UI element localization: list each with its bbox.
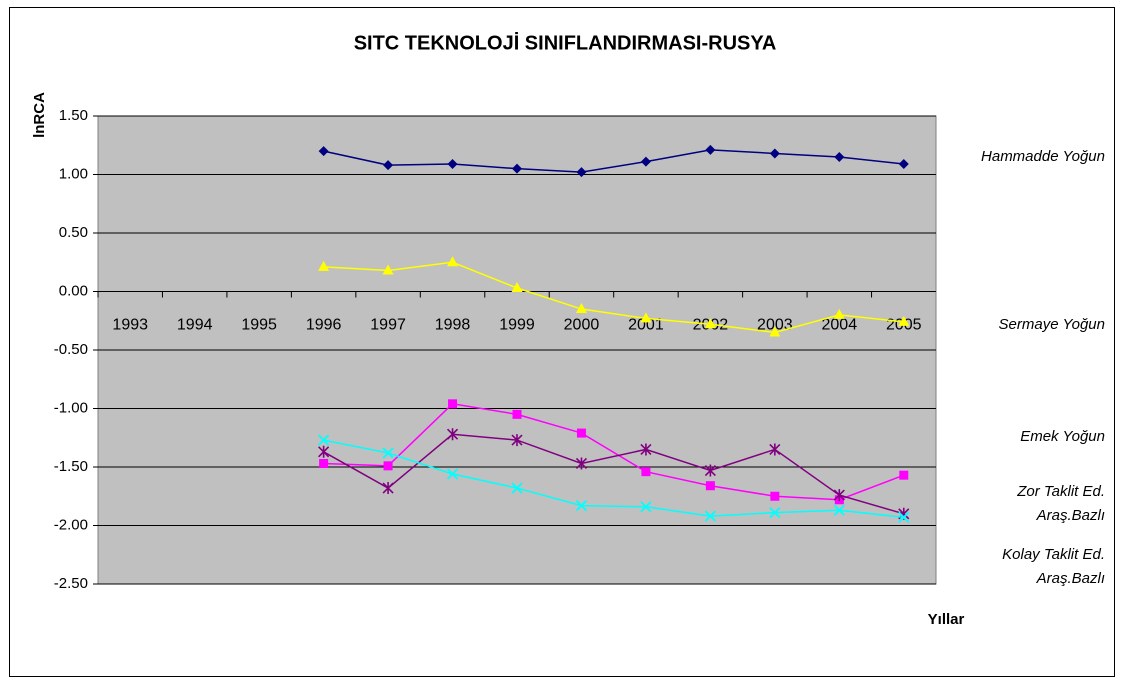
marker (318, 260, 330, 271)
series-label: Emek Yoğun (1020, 428, 1105, 445)
marker (447, 158, 458, 169)
marker (833, 489, 845, 502)
x-tick-label: 1999 (499, 317, 535, 334)
series-label: Hammadde Yoğun (981, 148, 1105, 165)
marker (898, 315, 910, 326)
series-line (323, 261, 904, 334)
series-label: Sermaye Yoğun (998, 316, 1105, 333)
marker (446, 428, 459, 441)
marker (640, 156, 651, 167)
marker (575, 457, 588, 470)
y-tick-label: 0.50 (59, 224, 88, 241)
marker (382, 447, 394, 459)
marker (769, 326, 781, 337)
marker (576, 167, 587, 178)
marker (641, 467, 651, 477)
marker (317, 434, 330, 446)
x-tick-label: 1997 (370, 317, 406, 334)
y-tick-label: 1.50 (59, 107, 88, 124)
series-label: Kolay Taklit Ed. Araş.Bazlı (1002, 546, 1105, 587)
marker (382, 482, 394, 495)
marker (575, 499, 588, 512)
x-tick-label: 1993 (112, 317, 148, 334)
marker (640, 312, 652, 323)
x-tick-label: 2004 (822, 317, 858, 334)
series-line (323, 439, 904, 519)
marker (575, 303, 587, 314)
x-tick-label: 2000 (564, 317, 600, 334)
marker (898, 511, 910, 523)
marker (511, 482, 523, 494)
y-tick-label: -0.50 (54, 341, 88, 358)
marker (382, 264, 394, 275)
marker (383, 461, 393, 471)
y-tick-label: -2.00 (54, 516, 88, 533)
marker (705, 481, 715, 491)
x-axis-label: Yıllar (928, 611, 965, 628)
y-tick-label: -2.50 (54, 575, 88, 592)
marker (834, 151, 845, 162)
marker (512, 163, 522, 174)
marker (704, 464, 716, 477)
x-tick-label: 1996 (306, 317, 342, 334)
marker (833, 504, 845, 516)
x-tick-label: 2001 (628, 317, 664, 334)
y-tick-label: -1.50 (54, 458, 88, 475)
y-tick-label: -1.00 (54, 399, 88, 416)
marker (770, 491, 780, 501)
marker (705, 144, 716, 155)
marker (448, 399, 458, 409)
marker (898, 158, 909, 169)
marker (318, 445, 330, 458)
marker (640, 443, 652, 456)
marker (318, 146, 329, 157)
marker (640, 501, 652, 513)
marker (769, 443, 781, 456)
marker (512, 409, 522, 419)
y-tick-label: 0.00 (59, 282, 88, 299)
x-tick-label: 1995 (241, 317, 277, 334)
marker (446, 468, 459, 480)
series-label: Zor Taklit Ed. Araş.Bazlı (1017, 483, 1105, 524)
marker (704, 510, 717, 522)
y-tick-label: 1.00 (59, 165, 88, 182)
marker (511, 281, 523, 292)
marker (383, 160, 394, 171)
series-line (323, 403, 905, 501)
marker (769, 148, 780, 159)
series-line (323, 433, 904, 515)
marker (769, 506, 781, 519)
marker (447, 256, 459, 267)
marker (319, 458, 329, 468)
marker (833, 308, 845, 319)
marker (511, 434, 523, 447)
chart-title: SITC TEKNOLOJİ SINIFLANDIRMASI-RUSYA (354, 31, 777, 54)
x-tick-label: 1998 (435, 317, 471, 334)
marker (704, 318, 716, 329)
series-line (323, 149, 904, 173)
marker (899, 470, 909, 480)
y-axis-label: lnRCA (31, 92, 48, 138)
marker (576, 428, 586, 438)
x-tick-label: 1994 (177, 317, 213, 334)
